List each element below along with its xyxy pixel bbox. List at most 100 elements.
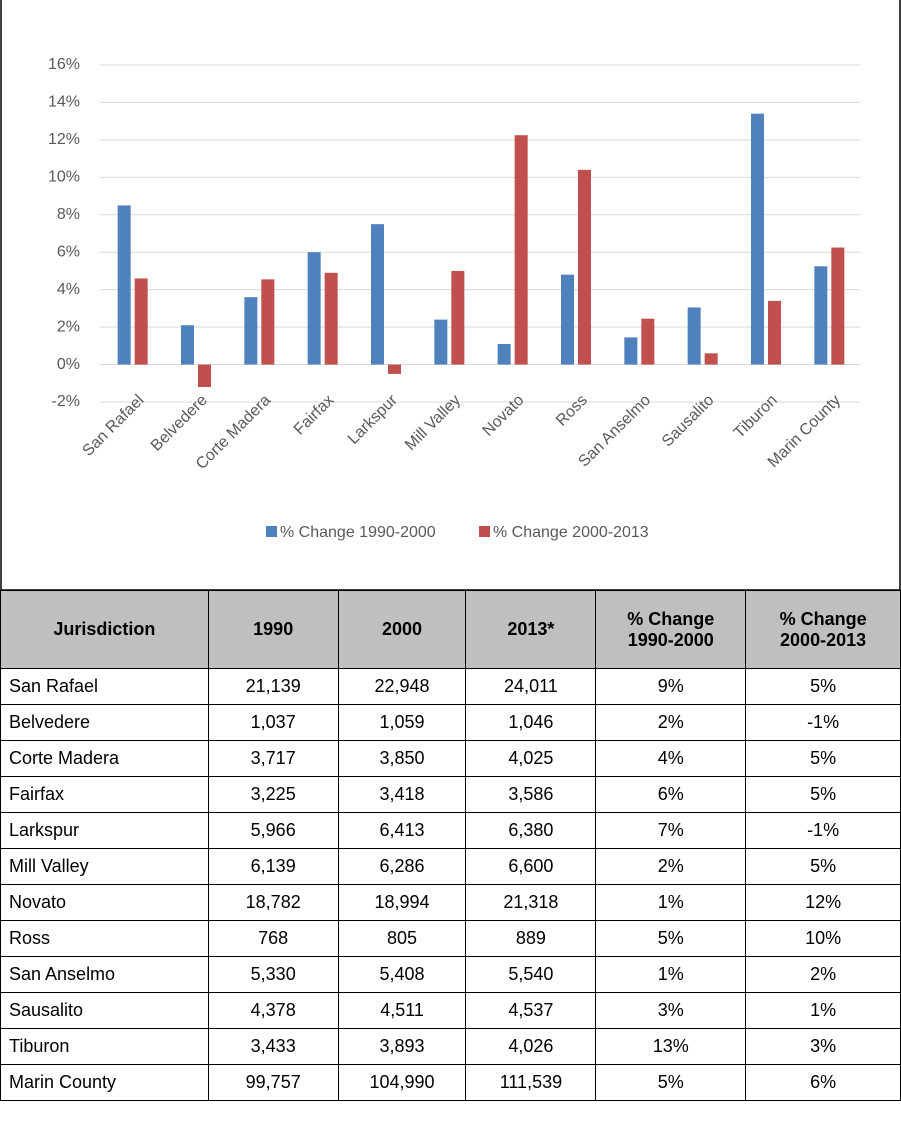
- table-cell: 2%: [745, 956, 901, 993]
- table-row: Belvedere 1,037 1,059 1,046 2% -1%: [0, 704, 901, 741]
- bar: [641, 318, 655, 365]
- table-cell: 22,948: [337, 668, 467, 705]
- bar: [181, 325, 194, 365]
- header-cell: 1990: [207, 590, 339, 669]
- table-cell: 10%: [745, 920, 901, 957]
- y-tick-label: 4%: [57, 281, 80, 298]
- table-row: Fairfax 3,225 3,418 3,586 6% 5%: [0, 776, 901, 813]
- table-cell: 5,408: [337, 956, 467, 993]
- table-cell: Belvedere: [0, 704, 209, 741]
- legend-swatch: [479, 526, 490, 537]
- bar: [497, 343, 511, 365]
- table-cell: 6,380: [465, 812, 597, 849]
- bar: [117, 205, 131, 365]
- table-cell: 4,378: [207, 992, 339, 1029]
- table-cell: San Anselmo: [0, 956, 209, 993]
- table-cell: 5%: [745, 776, 901, 813]
- table-cell: 1%: [745, 992, 901, 1029]
- x-tick-label: Sausalito: [659, 392, 718, 451]
- table-cell: 4,025: [465, 740, 597, 777]
- bar: [244, 297, 258, 365]
- table-cell: 21,318: [465, 884, 597, 921]
- table-cell: 3,418: [337, 776, 467, 813]
- table-cell: Sausalito: [0, 992, 209, 1029]
- bar: [561, 274, 574, 365]
- bar: [514, 135, 528, 365]
- table-cell: 4,511: [337, 992, 467, 1029]
- table-cell: 1,059: [337, 704, 467, 741]
- table-cell: Corte Madera: [0, 740, 209, 777]
- x-tick-label: Novato: [480, 392, 528, 440]
- table-cell: 6,600: [465, 848, 597, 885]
- x-tick-label: Larkspur: [345, 391, 402, 448]
- bar: [434, 319, 448, 365]
- table-cell: 4%: [595, 740, 747, 777]
- bar: [704, 353, 718, 365]
- table-row: Marin County 99,757 104,990 111,539 5% 6%: [0, 1064, 901, 1101]
- bar: [134, 278, 148, 365]
- bar: [751, 113, 764, 365]
- bar: [307, 252, 321, 365]
- table-cell: 111,539: [465, 1064, 597, 1101]
- table-cell: 21,139: [207, 668, 339, 705]
- bar: [324, 272, 338, 365]
- header-cell: Jurisdiction: [0, 590, 209, 669]
- legend-label: % Change 1990-2000: [280, 524, 436, 541]
- x-tick-label: Tiburon: [731, 392, 781, 442]
- y-tick-label: -2%: [52, 393, 80, 410]
- table-cell: 99,757: [207, 1064, 339, 1101]
- table-cell: 5%: [745, 740, 901, 777]
- y-tick-label: 0%: [57, 356, 80, 373]
- table-cell: 1%: [595, 956, 747, 993]
- table-row: San Rafael 21,139 22,948 24,011 9% 5%: [0, 668, 901, 705]
- table-row: San Anselmo 5,330 5,408 5,540 1% 2%: [0, 956, 901, 993]
- table-cell: 18,782: [207, 884, 339, 921]
- table-cell: Novato: [0, 884, 209, 921]
- bar: [624, 337, 638, 365]
- bar: [261, 279, 275, 365]
- bar: [451, 270, 465, 365]
- y-tick-label: 12%: [48, 131, 80, 148]
- table-cell: 6%: [595, 776, 747, 813]
- table-cell: 805: [337, 920, 467, 957]
- table-cell: 9%: [595, 668, 747, 705]
- data-table: Jurisdiction 1990 2000 2013*% Change 1990-2…: [0, 590, 901, 1101]
- y-tick-label: 6%: [57, 243, 80, 260]
- table-row: Mill Valley 6,139 6,286 6,600 2% 5%: [0, 848, 901, 885]
- table-cell: 5,540: [465, 956, 597, 993]
- table-cell: 6%: [745, 1064, 901, 1101]
- table-cell: 1,046: [465, 704, 597, 741]
- bar: [687, 307, 701, 365]
- table-cell: 12%: [745, 884, 901, 921]
- table-cell: 4,026: [465, 1028, 597, 1065]
- header-cell: % Change 2000-2013: [745, 590, 901, 669]
- y-tick-label: 16%: [48, 56, 80, 73]
- table-row: Novato 18,782 18,994 21,318 1% 12%: [0, 884, 901, 921]
- table-cell: 3,586: [465, 776, 597, 813]
- table-cell: -1%: [745, 704, 901, 741]
- table-cell: 7%: [595, 812, 747, 849]
- table-cell: 3,850: [337, 740, 467, 777]
- table-cell: Mill Valley: [0, 848, 209, 885]
- table-cell: 3,225: [207, 776, 339, 813]
- y-tick-label: 10%: [48, 169, 80, 186]
- table-cell: 1,037: [207, 704, 339, 741]
- table-cell: 5%: [595, 1064, 747, 1101]
- table-cell: -1%: [745, 812, 901, 849]
- table-cell: 6,286: [337, 848, 467, 885]
- table-cell: 5,966: [207, 812, 339, 849]
- table-row: Tiburon 3,433 3,893 4,026 13% 3%: [0, 1028, 901, 1065]
- table-cell: 2%: [595, 704, 747, 741]
- table-cell: 5%: [595, 920, 747, 957]
- table-cell: 4,537: [465, 992, 597, 1029]
- bar: [768, 300, 781, 365]
- table-row: Sausalito 4,378 4,511 4,537 3% 1%: [0, 992, 901, 1029]
- bar: [388, 364, 401, 374]
- table-row: Ross 768 805 889 5% 10%: [0, 920, 901, 957]
- x-tick-label: Belvedere: [148, 392, 211, 455]
- table-cell: 3,893: [337, 1028, 467, 1065]
- table-row: Corte Madera 3,717 3,850 4,025 4% 5%: [0, 740, 901, 777]
- header-cell: 2000: [337, 590, 467, 669]
- table-cell: 5,330: [207, 956, 339, 993]
